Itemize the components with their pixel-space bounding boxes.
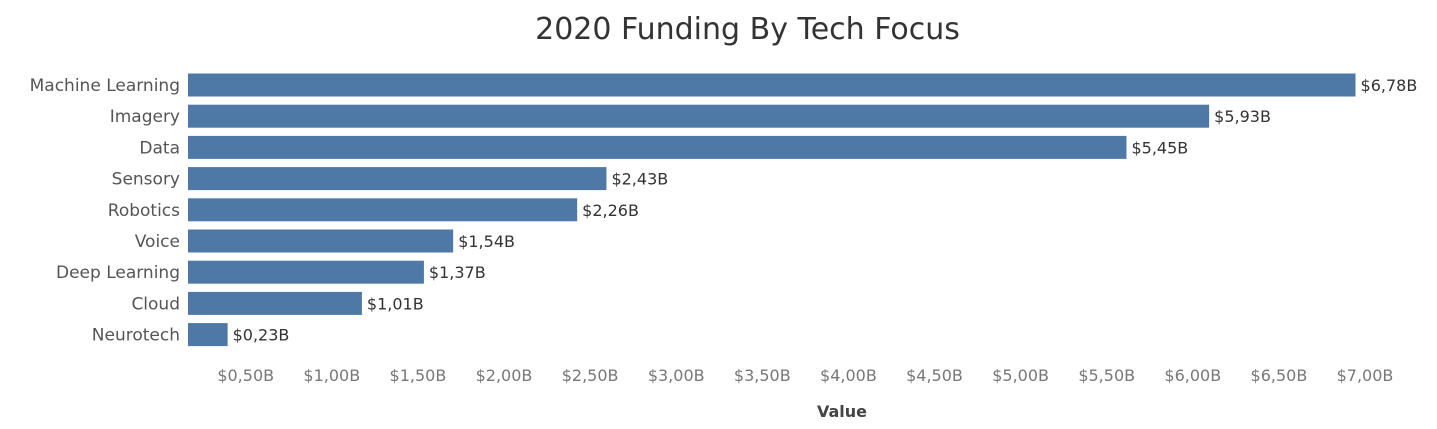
x-tick-label: $0,50B <box>217 366 274 385</box>
category-labels: Machine Learning Imagery Data Sensory Roboti… <box>30 76 181 346</box>
value-label-imagery: $5,93B <box>1214 107 1271 126</box>
value-labels: $6,78B $5,93B $5,45B $2,43B $2,26B $1,54B $1,3… <box>233 76 1418 345</box>
x-tick-label: $4,50B <box>906 366 963 385</box>
value-label-voice: $1,54B <box>458 232 515 251</box>
category-label-robotics: Robotics <box>108 201 180 221</box>
x-tick-label: $6,00B <box>1164 366 1221 385</box>
bar-machine-learning <box>188 73 1356 97</box>
value-label-data: $5,45B <box>1131 138 1188 157</box>
bars-layer <box>188 73 1356 347</box>
x-tick-label: $4,00B <box>820 366 877 385</box>
x-axis-title: Value <box>817 402 867 421</box>
bar-robotics <box>188 198 578 222</box>
chart-title: 2020 Funding By Tech Focus <box>535 12 960 47</box>
value-label-cloud: $1,01B <box>367 294 424 313</box>
category-label-imagery: Imagery <box>110 107 180 127</box>
x-tick-label: $1,00B <box>303 366 360 385</box>
bar-voice <box>188 229 454 253</box>
bar-data <box>188 135 1127 159</box>
category-label-neurotech: Neurotech <box>92 326 180 346</box>
x-tick-label: $2,50B <box>562 366 619 385</box>
x-tick-label: $3,00B <box>648 366 705 385</box>
category-label-cloud: Cloud <box>131 294 180 314</box>
value-label-machine-learning: $6,78B <box>1361 76 1418 95</box>
x-axis-ticks: $0,50B $1,00B $1,50B $2,00B $2,50B $3,00B $3,5… <box>217 366 1393 385</box>
category-label-machine-learning: Machine Learning <box>30 76 180 96</box>
value-label-sensory: $2,43B <box>611 170 668 189</box>
category-label-sensory: Sensory <box>112 170 180 190</box>
x-tick-label: $3,50B <box>734 366 791 385</box>
x-tick-label: $1,50B <box>390 366 447 385</box>
bar-cloud <box>188 291 362 315</box>
value-label-deep-learning: $1,37B <box>429 263 486 282</box>
value-label-neurotech: $0,23B <box>233 326 290 345</box>
category-label-deep-learning: Deep Learning <box>56 263 180 283</box>
x-tick-label: $6,50B <box>1251 366 1308 385</box>
value-label-robotics: $2,26B <box>582 201 639 220</box>
x-tick-label: $7,00B <box>1337 366 1394 385</box>
x-tick-label: $2,00B <box>476 366 533 385</box>
bar-sensory <box>188 167 607 191</box>
bar-deep-learning <box>188 260 424 284</box>
category-label-data: Data <box>139 138 180 158</box>
x-tick-label: $5,50B <box>1078 366 1135 385</box>
bar-imagery <box>188 104 1210 128</box>
x-tick-label: $5,00B <box>992 366 1049 385</box>
bar-neurotech <box>188 323 228 347</box>
category-label-voice: Voice <box>135 232 180 252</box>
